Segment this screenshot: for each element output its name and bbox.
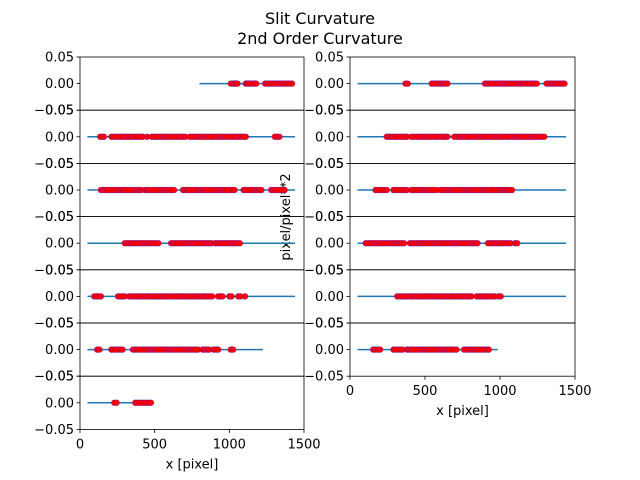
left-panel-6-data-point	[119, 346, 126, 353]
left-panel-2-ytick-label-1: 0.05	[45, 104, 74, 119]
left-panel-5-ytick-label-3: −0.05	[34, 317, 74, 332]
left-panel-7-ytick-label-1: 0.05	[45, 370, 74, 385]
right-panel-4-ytick-label-3: −0.05	[304, 263, 344, 278]
right-panel-5-ytick-label-3: −0.05	[304, 317, 344, 332]
left-panel-3-data-point	[170, 186, 178, 194]
right-panel-3-ytick-label-3: −0.05	[304, 210, 344, 225]
left-panel-2-ytick-label-2: 0.00	[45, 130, 74, 145]
right-panel-6-frame	[349, 322, 576, 377]
left-xtick-label-1: 0	[76, 437, 84, 452]
right-panel-5-data-point	[497, 293, 505, 300]
left-panel-1-data-point	[288, 80, 296, 87]
right-panel-1-data-point	[561, 80, 568, 87]
left-panel-2-data-point	[100, 133, 108, 141]
left-panel-6-ytick-label-3: −0.05	[34, 370, 74, 385]
left-panel-6-data-point	[214, 346, 222, 353]
right-panel-6-ytick-label-2: 0.00	[315, 343, 344, 358]
right-panel-1-ytick-label-3: −0.05	[304, 104, 344, 119]
right-panel-3-ytick-label-1: 0.05	[315, 157, 344, 172]
left-panel-5-data-point	[97, 293, 105, 300]
right-panel-3-data-point	[383, 186, 391, 194]
right-panel-5-ytick-label-2: 0.00	[315, 290, 344, 305]
left-panel-7-ytick-label-3: −0.05	[34, 423, 74, 438]
left-panel-7-data-point	[147, 399, 155, 407]
left-panel-5-data-point	[228, 293, 235, 300]
right-x-axis-label: x [pixel]	[436, 404, 489, 419]
left-panel-3-ytick-label-2: 0.00	[45, 184, 74, 199]
right-panel-3-ytick-label-2: 0.00	[315, 184, 344, 199]
right-panel-4-data-point	[513, 239, 521, 247]
right-panel-5-ytick-label-1: 0.05	[315, 263, 344, 278]
subplot-grid: 0.050.00−0.050.050.00−0.050.050.00−0.050…	[34, 51, 591, 473]
right-panel-2-ytick-label-1: 0.05	[315, 104, 344, 119]
left-panel-6-data-point	[96, 346, 103, 353]
left-panel-5-ytick-label-1: 0.05	[45, 263, 74, 278]
right-xtick-label-2: 500	[413, 384, 438, 399]
right-xtick-label-3: 1000	[483, 384, 516, 399]
left-panel-5-ytick-label-2: 0.00	[45, 290, 74, 305]
left-xtick-label-3: 1000	[213, 437, 246, 452]
left-panel-4-ytick-label-1: 0.05	[45, 210, 74, 225]
left-panel-2-data-point	[276, 133, 283, 141]
left-panel-3-data-point	[231, 186, 238, 194]
left-panel-1-data-point	[234, 80, 241, 87]
left-panel-4-data-point	[155, 239, 162, 247]
left-panel-5-data-point	[208, 293, 216, 300]
right-panel-4-data-point	[400, 239, 408, 247]
left-panel-6-ytick-label-2: 0.00	[45, 343, 74, 358]
right-panel-2-ytick-label-3: −0.05	[304, 157, 344, 172]
left-panel-1-ytick-label-3: −0.05	[34, 104, 74, 119]
chart-title-line2: 2nd Order Curvature	[237, 29, 403, 48]
left-panel-4-ytick-label-3: −0.05	[34, 263, 74, 278]
right-panel-1-ytick-label-2: 0.00	[315, 77, 344, 92]
chart-title-line1: Slit Curvature	[265, 9, 375, 28]
right-panel-2-data-point	[540, 133, 548, 141]
right-panel-1-data-point	[533, 80, 541, 87]
left-panel-7-data-point	[113, 399, 120, 407]
right-panel-2-data-point	[444, 133, 451, 141]
left-panel-5-data-point	[219, 293, 226, 300]
left-panel-4-data-point	[236, 239, 244, 247]
left-panel-6-ytick-label-1: 0.05	[45, 317, 74, 332]
left-panel-1-ytick-label-1: 0.05	[45, 51, 74, 66]
right-xtick-label-1: 0	[346, 384, 354, 399]
left-panel-3-ytick-label-1: 0.05	[45, 157, 74, 172]
right-panel-2-ytick-label-2: 0.00	[315, 130, 344, 145]
right-panel-6-data-point	[485, 346, 493, 353]
left-panel-1-ytick-label-2: 0.00	[45, 77, 74, 92]
left-panel-1-data-point	[252, 80, 260, 87]
right-panel-1-ytick-label-1: 0.05	[315, 51, 344, 66]
left-panel-3-ytick-label-3: −0.05	[34, 210, 74, 225]
left-xtick-label-4: 1500	[287, 437, 320, 452]
right-panel-6-ytick-label-1: 0.05	[315, 317, 344, 332]
right-panel-3-data-point	[508, 186, 516, 194]
left-panel-2-data-point	[242, 133, 250, 141]
left-panel-5-data-point	[241, 293, 249, 300]
left-panel-7-ytick-label-2: 0.00	[45, 396, 74, 411]
right-panel-4-ytick-label-1: 0.05	[315, 210, 344, 225]
right-panel-1-data-point	[444, 80, 451, 87]
left-panel-3-data-point	[281, 186, 288, 194]
left-panel-3-data-point	[258, 186, 265, 194]
left-panel-6-data-point	[229, 346, 237, 353]
right-xtick-label-4: 1500	[558, 384, 591, 399]
left-x-axis-label: x [pixel]	[166, 457, 219, 472]
left-panel-7-frame	[79, 375, 305, 430]
right-panel-6-data-point	[453, 346, 460, 353]
left-panel-2-ytick-label-3: −0.05	[34, 157, 74, 172]
left-panel-4-ytick-label-2: 0.00	[45, 237, 74, 252]
right-panel-4-ytick-label-2: 0.00	[315, 237, 344, 252]
right-panel-4-data-point	[474, 239, 481, 247]
right-panel-6-ytick-label-3: −0.05	[304, 370, 344, 385]
left-xtick-label-2: 500	[142, 437, 167, 452]
right-panel-1-data-point	[404, 80, 412, 87]
right-panel-6-data-point	[376, 346, 384, 353]
